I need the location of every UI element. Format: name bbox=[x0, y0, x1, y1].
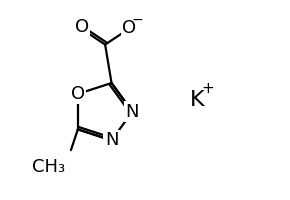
Text: O: O bbox=[71, 85, 85, 103]
Text: O: O bbox=[122, 19, 137, 37]
Text: N: N bbox=[126, 103, 139, 121]
Text: +: + bbox=[202, 81, 215, 96]
Text: O: O bbox=[75, 18, 89, 36]
Text: −: − bbox=[131, 13, 143, 27]
Text: CH₃: CH₃ bbox=[32, 158, 65, 176]
Text: K: K bbox=[190, 90, 205, 110]
Text: N: N bbox=[105, 131, 118, 149]
